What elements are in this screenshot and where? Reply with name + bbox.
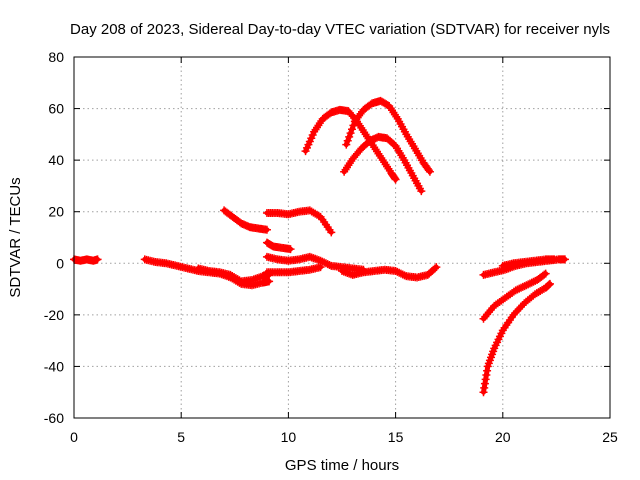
data-point xyxy=(550,255,559,264)
data-point xyxy=(325,261,334,270)
series-arc-12 xyxy=(340,132,426,196)
data-point xyxy=(513,285,522,294)
y-tick-label: 20 xyxy=(48,204,64,220)
data-point xyxy=(400,271,409,280)
data-point xyxy=(327,228,336,237)
x-tick-label: 20 xyxy=(495,429,511,445)
data-point xyxy=(320,258,329,267)
series-arc-6 xyxy=(262,238,295,254)
data-point xyxy=(346,129,355,138)
x-tick-label: 15 xyxy=(388,429,404,445)
data-point xyxy=(398,270,407,279)
data-point xyxy=(529,277,538,286)
data-point xyxy=(349,121,358,130)
data-point xyxy=(262,225,271,234)
series-arc-7 xyxy=(262,252,368,274)
plot-frame xyxy=(73,56,611,419)
data-point xyxy=(343,136,352,145)
x-tick-label: 25 xyxy=(602,429,618,445)
y-axis-label: SDTVAR / TECUs xyxy=(7,177,24,297)
series-arc-4 xyxy=(220,206,271,234)
series-arc-8 xyxy=(262,263,325,277)
data-point xyxy=(321,259,330,268)
series-arc-10 xyxy=(301,105,400,184)
data-point xyxy=(430,264,439,273)
series-arc-3 xyxy=(194,264,274,286)
data-point xyxy=(525,279,534,288)
data-point xyxy=(517,283,526,292)
data-point xyxy=(323,260,332,269)
y-tick-label: -20 xyxy=(44,307,64,323)
data-point xyxy=(395,268,404,277)
x-tick-label: 10 xyxy=(281,429,297,445)
data-point xyxy=(417,187,426,196)
series-arc-15 xyxy=(479,269,550,323)
data-point xyxy=(524,280,533,289)
data-point xyxy=(424,166,433,175)
data-point xyxy=(425,167,434,176)
data-point xyxy=(522,281,531,290)
x-tick-label: 0 xyxy=(70,429,78,445)
y-tick-label: 0 xyxy=(56,255,64,271)
data-point xyxy=(560,255,569,264)
data-point xyxy=(316,263,325,272)
data-point xyxy=(391,267,400,276)
series-arc-16 xyxy=(479,279,554,397)
data-point xyxy=(393,267,402,276)
data-point xyxy=(318,257,327,266)
y-tick-label: 60 xyxy=(48,101,64,117)
data-point xyxy=(527,278,536,287)
data-point xyxy=(348,125,357,134)
chart-title: Day 208 of 2023, Sidereal Day-to-day VTE… xyxy=(70,21,610,38)
data-point xyxy=(432,263,441,272)
x-axis-label: GPS time / hours xyxy=(285,457,399,474)
data-point xyxy=(540,270,549,279)
data-point xyxy=(396,269,405,278)
data-point xyxy=(520,282,529,291)
data-point xyxy=(93,255,102,264)
y-tick-label: -60 xyxy=(44,410,64,426)
series-arc-9 xyxy=(338,263,441,282)
data-point xyxy=(515,284,524,293)
series-line xyxy=(481,281,553,395)
series-arc-1 xyxy=(70,255,102,265)
data-point xyxy=(518,282,527,291)
data-point xyxy=(391,175,400,184)
series-arc-14 xyxy=(498,255,559,270)
series-arc-5 xyxy=(262,206,336,237)
data-point xyxy=(286,245,295,254)
y-tick-label: 80 xyxy=(48,49,64,65)
y-tick-label: 40 xyxy=(48,152,64,168)
y-tick-label: -40 xyxy=(44,358,64,374)
data-point xyxy=(314,211,323,220)
data-point xyxy=(545,279,554,288)
data-point xyxy=(345,132,354,141)
data-point xyxy=(342,140,351,149)
data-points xyxy=(70,96,569,397)
series-arc-11 xyxy=(342,96,434,176)
x-tick-label: 5 xyxy=(177,429,185,445)
data-point xyxy=(511,286,520,295)
data-point xyxy=(541,269,550,278)
